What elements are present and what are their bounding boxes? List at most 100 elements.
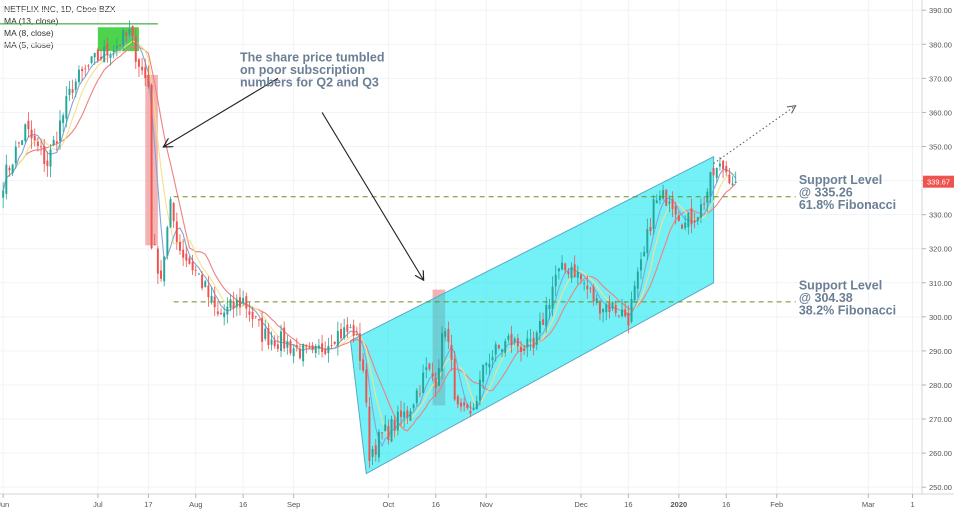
candle [188, 256, 191, 265]
candle [640, 252, 642, 280]
candle [84, 64, 87, 77]
candle [463, 397, 466, 412]
candle-body [681, 224, 684, 229]
candle [589, 286, 592, 294]
price-tick-label: 330.00 [929, 211, 952, 220]
pointer-arrow-1 [164, 77, 279, 146]
candle [617, 315, 620, 318]
candle [507, 333, 510, 343]
candle-body [191, 261, 194, 271]
candle [17, 141, 20, 148]
candle [485, 361, 488, 375]
candle [460, 398, 462, 412]
candle [393, 415, 396, 438]
candle-body [422, 372, 425, 394]
candle [144, 58, 147, 87]
price-tick-label: 370.00 [929, 74, 952, 83]
candle [340, 323, 342, 341]
candle-body [734, 181, 737, 183]
candle [523, 344, 526, 355]
candle [453, 351, 456, 402]
candle [298, 344, 301, 360]
candle-body [286, 341, 289, 348]
candle-body [14, 146, 17, 164]
candle [611, 301, 614, 311]
candle [5, 154, 8, 200]
last-price-label: 339.67 [927, 178, 950, 187]
candle [8, 165, 11, 177]
candle-body [570, 266, 573, 279]
ma8-legend: MA (8, close) [4, 28, 54, 38]
candle [658, 190, 661, 205]
candle [627, 305, 630, 334]
candle [327, 337, 330, 363]
candle-body [693, 220, 696, 223]
pointer-arrow-2 [321, 112, 423, 279]
candle-body [210, 295, 213, 302]
candle [400, 400, 402, 428]
candle-body [352, 325, 355, 336]
candle [712, 165, 715, 176]
candle [396, 405, 399, 436]
time-tick-label: Jul [93, 500, 103, 509]
candle-body [276, 344, 279, 349]
candle [605, 303, 608, 321]
candle [567, 267, 570, 279]
candle [191, 254, 194, 275]
candle-body [242, 298, 245, 304]
candle-body [150, 84, 153, 249]
candle-body [17, 142, 20, 144]
candle-body [497, 344, 500, 349]
candle [583, 280, 586, 291]
candle [368, 397, 371, 469]
candle [185, 245, 188, 268]
candle [690, 198, 693, 234]
candle-body [33, 135, 36, 141]
candle-body [182, 249, 185, 258]
candle-body [87, 65, 90, 67]
candle [311, 342, 314, 354]
time-tick-label: 16 [432, 500, 440, 509]
annotation-line: The share price tumbled [240, 50, 384, 64]
candle-body [292, 348, 295, 357]
annotation-line: numbers for Q2 and Q3 [240, 75, 379, 89]
candle [728, 167, 731, 185]
ma5-line [2, 34, 737, 448]
candle-body [580, 274, 582, 280]
candle-body [633, 285, 636, 300]
candle [245, 292, 248, 318]
candle [598, 299, 601, 321]
candle [55, 131, 58, 151]
candle-body [273, 340, 276, 347]
candle-body [251, 311, 254, 320]
candle [352, 319, 355, 343]
candle-body [649, 227, 652, 232]
candle [257, 318, 260, 327]
candle-body [147, 74, 150, 87]
candle [510, 325, 513, 353]
candle [292, 344, 295, 364]
candle-body [163, 256, 166, 282]
candle [406, 405, 409, 424]
candle [333, 341, 336, 346]
candle [684, 215, 687, 231]
candle [103, 39, 106, 63]
candle [365, 363, 368, 408]
candle-body [188, 257, 191, 264]
candle [74, 78, 77, 98]
annotation-line: Support Level [799, 279, 882, 293]
candle [592, 283, 595, 307]
candle [494, 341, 497, 362]
candle-body [349, 327, 352, 329]
candle [371, 445, 374, 465]
candle-body [112, 50, 115, 53]
candle [646, 218, 649, 261]
candle-body [169, 199, 172, 228]
candle-body [605, 304, 608, 313]
candle-body [510, 334, 513, 346]
candle-body [475, 401, 478, 410]
candle-body [478, 379, 481, 401]
candle-body [532, 337, 535, 349]
candle-body [712, 168, 715, 176]
candle [381, 431, 384, 440]
